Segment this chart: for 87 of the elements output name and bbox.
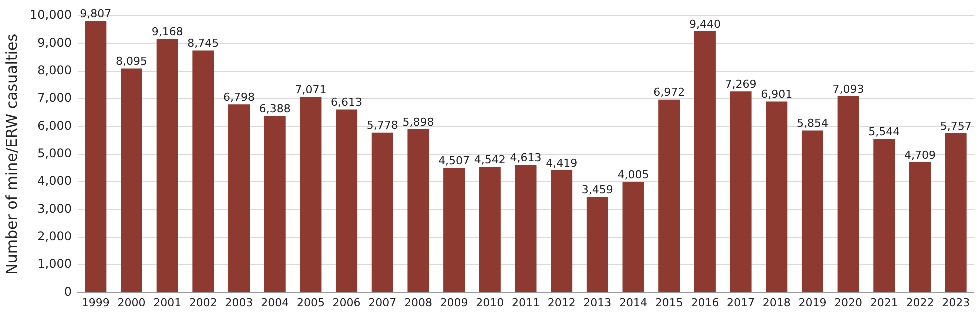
data-label: 5,757 [940,120,972,133]
bar [515,165,537,292]
bar [300,97,322,292]
x-tick-label: 2004 [261,296,290,310]
x-tick-label: 2007 [368,296,397,310]
data-label: 8,745 [188,37,220,50]
data-label: 4,613 [510,151,542,164]
bar [945,133,967,292]
x-tick-label: 2023 [942,296,970,310]
x-tick-label: 2022 [906,296,934,310]
y-tick-label: 7,000 [38,91,72,106]
x-tick-label: 2002 [189,296,218,310]
data-label: 4,419 [546,156,578,170]
y-tick-label: 8,000 [38,63,72,78]
y-tick-label: 10,000 [30,8,72,22]
x-tick-label: 2013 [584,296,612,310]
bar [766,102,788,292]
x-tick-label: 2010 [476,296,504,310]
x-tick-label: 2018 [762,296,791,310]
bar [156,39,178,292]
data-label: 5,778 [366,119,398,132]
bar [479,167,501,292]
bar [85,21,107,292]
data-label: 8,095 [116,55,148,68]
y-tick-label: 0 [64,284,72,299]
data-label: 5,544 [868,126,900,139]
data-label: 6,613 [331,96,363,110]
x-tick-label: 2006 [332,296,361,310]
x-tick-label: 2021 [870,296,898,310]
data-label: 4,709 [904,148,936,162]
x-tick-label: 2015 [655,296,684,310]
bar [408,130,430,292]
x-tick-label: 2012 [548,296,576,310]
bar [909,162,931,292]
data-label: 9,168 [152,25,184,38]
bar [228,104,250,292]
x-tick-label: 2003 [225,296,254,310]
bar [264,116,286,292]
data-label: 9,807 [80,8,112,21]
data-label: 4,005 [618,168,650,182]
y-tick-label: 5,000 [38,146,72,161]
x-tick-label: 1999 [82,296,110,310]
y-tick-label: 1,000 [38,257,72,272]
bar [586,197,608,292]
data-label: 6,798 [224,90,256,104]
bar [551,170,573,292]
bar [336,110,358,292]
x-tick-label: 2011 [512,296,540,310]
x-tick-label: 2005 [296,296,325,310]
bar [874,139,896,292]
bar [730,92,752,292]
data-label: 7,093 [832,82,864,96]
data-label: 7,071 [295,83,327,96]
x-tick-label: 2008 [404,296,432,310]
x-tick-label: 2020 [834,296,863,310]
bar [622,182,644,292]
bar [120,68,142,292]
y-tick-label: 9,000 [38,36,72,50]
x-tick-label: 2001 [154,296,182,310]
x-tick-label: 2019 [798,296,827,310]
data-label: 6,901 [761,88,793,102]
y-tick-label: 2,000 [38,230,72,244]
bar [372,132,394,292]
data-label: 5,854 [796,117,828,130]
data-label: 4,507 [438,154,470,168]
x-tick-label: 2000 [118,296,146,310]
bar [658,100,680,292]
data-label: 6,972 [654,86,686,100]
y-tick-label: 4,000 [38,174,72,188]
x-tick-label: 2016 [691,296,720,310]
bar [802,130,824,292]
y-tick-label: 3,000 [38,202,72,216]
bar [192,50,214,292]
bar [694,32,716,292]
x-tick-label: 2017 [727,296,756,310]
data-label: 5,898 [402,116,434,129]
x-tick-label: 2009 [440,296,468,310]
bar [444,168,466,292]
data-label: 3,459 [582,183,614,196]
data-label: 4,542 [474,153,506,166]
data-label: 6,388 [259,102,291,116]
y-tick-label: 6,000 [38,118,72,133]
data-label: 7,269 [725,78,757,91]
y-axis-title: Number of mine/ERW casualties [2,34,21,275]
bar [838,96,860,292]
x-tick-label: 2014 [620,296,648,310]
data-label: 9,440 [689,18,721,31]
